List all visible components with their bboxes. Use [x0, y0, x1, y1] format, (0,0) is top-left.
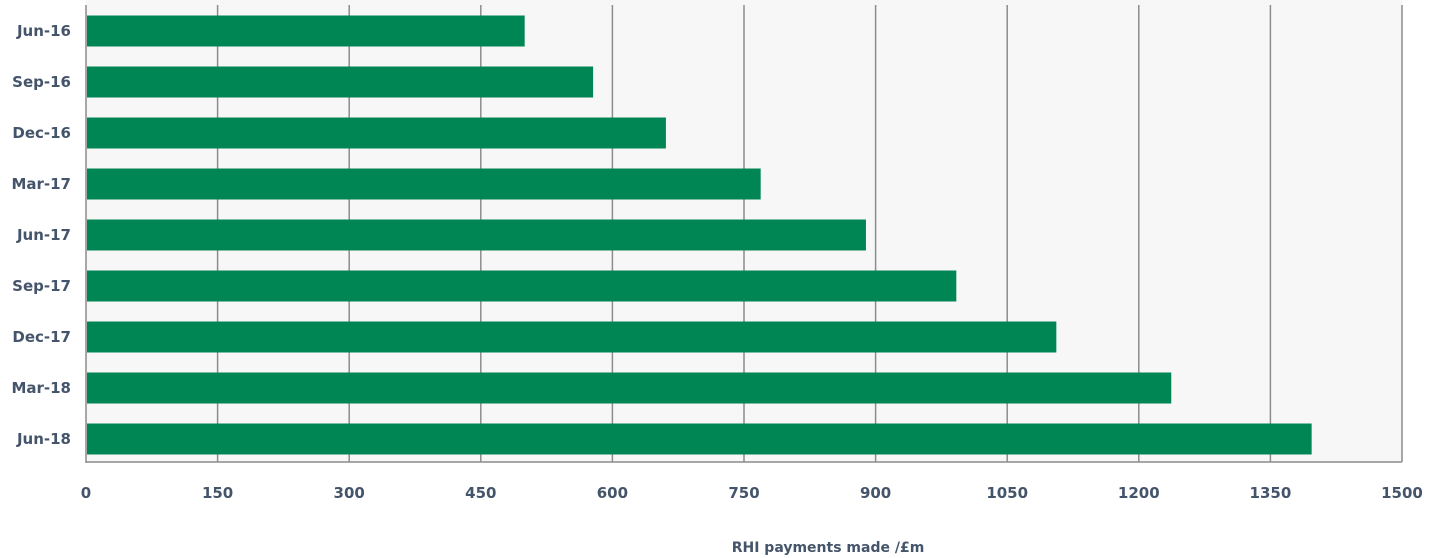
x-tick-label-1350: 1350 [1250, 484, 1292, 502]
x-tick-label-150: 150 [202, 484, 233, 502]
x-tick-label-1500: 1500 [1381, 484, 1423, 502]
bar-jun-18 [87, 423, 1312, 455]
x-tick-label-750: 750 [728, 484, 759, 502]
bar-mar-18 [87, 372, 1172, 404]
y-category-label-jun-17: Jun-17 [16, 226, 71, 244]
bar-sep-16 [87, 66, 594, 98]
x-tick-label-900: 900 [860, 484, 891, 502]
y-category-label-dec-16: Dec-16 [12, 124, 71, 142]
x-axis-title: RHI payments made /£m [732, 540, 925, 556]
x-tick-label-1050: 1050 [986, 484, 1028, 502]
bar-mar-17 [87, 168, 761, 200]
x-tick-label-300: 300 [334, 484, 365, 502]
y-category-label-dec-17: Dec-17 [12, 328, 71, 346]
y-category-label-mar-17: Mar-17 [11, 175, 71, 193]
y-category-label-sep-16: Sep-16 [12, 73, 71, 91]
y-category-label-mar-18: Mar-18 [11, 379, 71, 397]
x-tick-label-0: 0 [81, 484, 91, 502]
x-tick-label-1200: 1200 [1118, 484, 1160, 502]
bar-dec-16 [87, 117, 666, 149]
y-category-label-jun-18: Jun-18 [16, 430, 71, 448]
axes [85, 5, 1402, 463]
bar-jun-16 [87, 15, 525, 47]
bar-jun-17 [87, 219, 866, 251]
tick-labels: 0 150 300 450 600 750 900 1050 1200 1350 1500 [81, 484, 1423, 502]
y-category-label-jun-16: Jun-16 [16, 22, 71, 40]
x-tick-label-450: 450 [465, 484, 496, 502]
bar-sep-17 [87, 270, 957, 302]
bar-dec-17 [87, 321, 1057, 353]
y-category-label-sep-17: Sep-17 [12, 277, 71, 295]
x-tick-label-600: 600 [597, 484, 628, 502]
bars [87, 15, 1312, 455]
category-labels: Jun-16 Sep-16 Dec-16 Mar-17 Jun-17 Sep-17 Dec-… [11, 22, 71, 448]
